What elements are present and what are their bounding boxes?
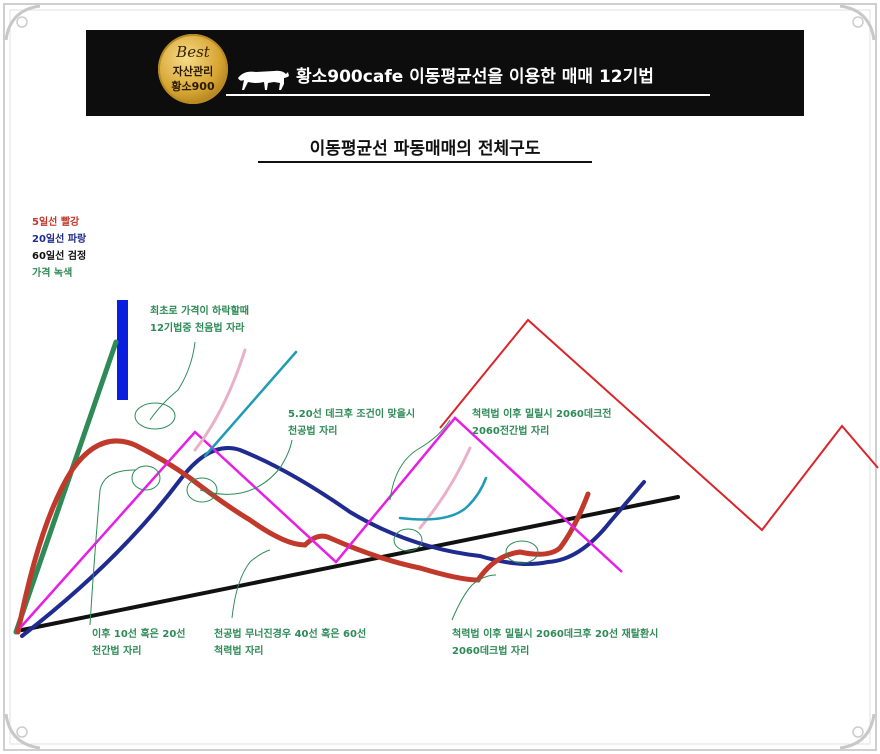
annotation-chungan-line1: 이후 10선 혹은 20선 — [92, 629, 186, 640]
annotation-chungan: 이후 10선 혹은 20선 천간법 자리 — [92, 626, 185, 660]
red-wave — [439, 318, 879, 532]
annotation-cheokryeok-line1: 천공법 무너진경우 40선 혹은 60선 — [214, 629, 367, 640]
annotation-2060-jeongan-line2: 2060전간법 자리 — [472, 426, 550, 437]
legend-item-ma60: 60일선 검정 — [32, 251, 87, 262]
magenta-zigzag — [19, 416, 623, 629]
callout-4-circle — [131, 465, 161, 491]
badge-bottom: 황소900 — [171, 80, 215, 93]
annotation-chungong-line2: 천공법 자리 — [288, 426, 338, 437]
annotation-cheokryeok-line2: 척력법 자리 — [214, 646, 264, 657]
best-badge: Best 자산관리 황소900 — [158, 34, 228, 104]
banner-underline — [226, 94, 710, 96]
annotation-chuneum-line2: 12기법중 천음법 자라 — [150, 323, 245, 334]
annotation-2060-deck-line2: 2060데크법 자리 — [452, 646, 530, 657]
callout-3-leader — [389, 419, 451, 501]
callout-5-leader — [231, 549, 271, 619]
annotation-2060-deck: 척력법 이후 밀릴시 2060데크후 20선 재탈환시 2060데크법 자리 — [452, 626, 658, 660]
annotation-chungong-line1: 5.20선 데크후 조건이 맞을시 — [288, 409, 416, 420]
blue-marker-bar — [117, 300, 128, 400]
annotation-cheokryeok: 천공법 무너진경우 40선 혹은 60선 척력법 자리 — [214, 626, 366, 660]
legend-item-price: 가격 녹색 — [32, 268, 73, 279]
annotation-chungan-line2: 천간법 자리 — [92, 646, 142, 657]
diagram-title-underline — [258, 161, 592, 163]
annotation-chuneum-line1: 최초로 가격이 하락할때 — [150, 306, 249, 317]
callout-6-circle — [505, 540, 539, 564]
callout-4-leader — [89, 469, 136, 626]
price-line — [13, 339, 119, 635]
annotation-2060-jeongan: 척력법 이후 밀릴시 2060데크전 2060전간법 자리 — [472, 406, 611, 440]
teal-curve-2 — [398, 476, 488, 521]
ma5-line — [15, 438, 591, 635]
callout-3-circle — [393, 528, 423, 552]
diagram-title: 이동평균선 파동매매의 전체구도 — [309, 139, 541, 159]
annotation-chungong: 5.20선 데크후 조건이 맞을시 천공법 자리 — [288, 406, 415, 440]
annotation-2060-deck-line1: 척력법 이후 밀릴시 2060데크후 20선 재탈환시 — [452, 629, 659, 640]
badge-top: Best — [176, 43, 210, 61]
callout-2-leader — [199, 439, 293, 495]
pink-curve-2 — [418, 446, 472, 530]
annotation-chuneum: 최초로 가격이 하락할때 12기법중 천음법 자라 — [150, 303, 249, 337]
teal-line-1 — [203, 350, 298, 458]
pink-curve-1 — [193, 348, 247, 452]
annotation-2060-jeongan-line1: 척력법 이후 밀릴시 2060데크전 — [472, 409, 612, 420]
ma20-line — [20, 446, 646, 638]
callout-1-leader — [149, 341, 196, 421]
legend-item-ma20: 20일선 파랑 — [32, 234, 87, 245]
banner-title: 황소900cafe 이동평균선을 이용한 매매 12기법 — [296, 67, 654, 87]
ma60-line — [20, 495, 680, 632]
bull-icon — [238, 70, 289, 90]
callout-6-leader — [451, 574, 497, 621]
callout-1-circle — [134, 402, 176, 430]
badge-middle: 자산관리 — [172, 65, 214, 78]
legend-item-ma5: 5일선 빨강 — [32, 217, 80, 228]
callout-2-circle — [186, 477, 218, 503]
legend: 5일선 빨강 20일선 파랑 60일선 검정 가격 녹색 — [32, 214, 86, 282]
